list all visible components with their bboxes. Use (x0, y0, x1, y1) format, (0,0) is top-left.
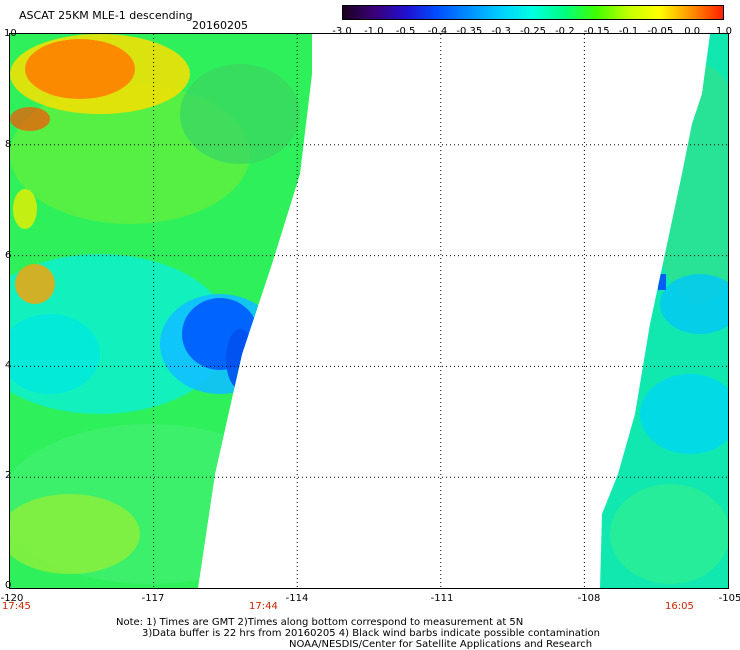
y-tick-0: 0 (5, 580, 12, 591)
swath-right (600, 34, 728, 588)
colorbar (342, 5, 724, 20)
x-tick--120: -120 (0, 593, 24, 604)
map-plot-area (9, 33, 729, 589)
colorbar-tick-label: -0.35 (456, 26, 483, 37)
colorbar-tick-label: -0.05 (647, 26, 674, 37)
convergence-max-patch (25, 39, 135, 99)
product-title: ASCAT 25KM MLE-1 descending (19, 9, 193, 22)
y-tick-4: 4 (5, 360, 12, 371)
field-patch (650, 64, 728, 304)
note-line-2: 3)Data buffer is 22 hrs from 20160205 4)… (142, 628, 600, 639)
x-tick--114: -114 (285, 593, 309, 604)
note-line-3: NOAA/NESDIS/Center for Satellite Applica… (289, 639, 593, 650)
colorbar-tick-label: 1.0 (716, 26, 732, 37)
field-patch (10, 107, 50, 131)
colorbar-tick-label: -0.2 (555, 26, 575, 37)
divergence-min-patch (658, 274, 666, 290)
colorbar-tick-label: -0.4 (427, 26, 448, 37)
field-patch (10, 314, 100, 394)
field-patch (226, 329, 254, 389)
field-patch (180, 64, 300, 164)
y-tick-6: 6 (5, 250, 12, 261)
y-tick-2: 2 (5, 470, 12, 481)
time-label-right: 16:05 (665, 601, 694, 612)
colorbar-tick-label: -0.15 (583, 26, 610, 37)
field-patch (15, 264, 55, 304)
colorbar-tick-label: -1.0 (364, 26, 384, 37)
field-patch (10, 494, 140, 574)
time-label-middle: 17:44 (249, 601, 278, 612)
colorbar-tick-label: -0.5 (395, 26, 416, 37)
swath-left (10, 34, 312, 588)
y-tick-10: 10 (4, 28, 17, 39)
x-tick--117: -117 (141, 593, 165, 604)
wind-divergence-map (10, 34, 728, 588)
colorbar-tick-label: -0.1 (618, 26, 639, 37)
x-tick--111: -111 (430, 593, 454, 604)
field-patch (640, 374, 728, 454)
y-tick-8: 8 (5, 139, 12, 150)
x-tick--105: -105 (718, 593, 740, 604)
colorbar-tick-label: 0.0 (684, 26, 701, 37)
note-line-1: Note: 1) Times are GMT 2)Times along bot… (116, 617, 524, 628)
x-tick--108: -108 (577, 593, 601, 604)
colorbar-tick-label: -0.25 (520, 26, 546, 37)
product-date: 20160205 (192, 19, 248, 32)
time-label-left: 17:45 (2, 601, 31, 612)
colorbar-tick-label: -3.0 (332, 26, 352, 37)
field-patch (610, 484, 728, 584)
colorbar-tick-label: -0.3 (491, 26, 511, 37)
field-patch (13, 189, 37, 229)
field-patch (660, 274, 728, 334)
